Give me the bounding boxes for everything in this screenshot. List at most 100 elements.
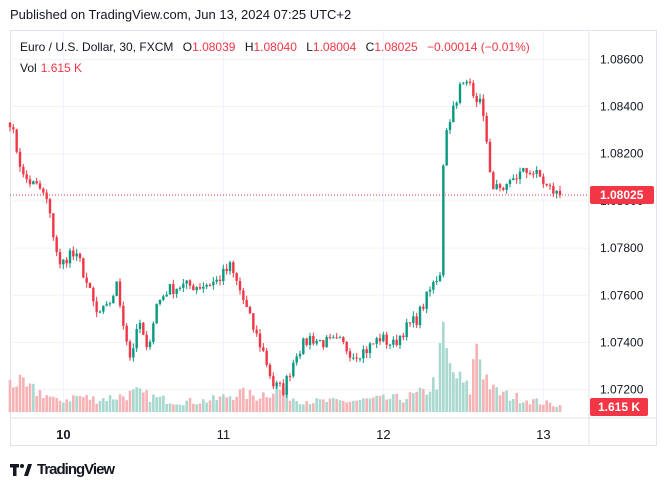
volume-bar [352,400,355,412]
price-tick-label: 1.08200 [600,147,644,161]
volume-bar [455,378,458,412]
candle-body [275,382,278,387]
candle-body [195,287,198,291]
volume-bar [22,377,25,412]
volume-bar [488,389,492,412]
volume-bar [535,398,538,412]
volume-bar [142,392,145,412]
volume-bar [175,404,178,412]
published-header: Published on TradingView.com, Jun 13, 20… [10,7,352,22]
volume-bar [308,404,312,412]
volume-bar [192,403,195,412]
volume-bar [322,399,325,412]
volume-bar [145,390,148,412]
candle-body [522,168,525,172]
volume-bar [98,400,102,412]
volume-bar [118,394,122,412]
volume-bar [42,398,45,412]
volume-bar [222,394,225,412]
volume-bar [518,403,522,412]
close-label: C [365,40,375,54]
candle-body [72,250,75,257]
volume-bar [48,396,52,412]
candle-body [338,337,342,339]
candle-body [158,299,162,304]
time-tick-label: 13 [536,427,550,442]
volume-bar [112,399,115,412]
volume-bar [408,392,412,412]
volume-bar [498,395,502,412]
ohlc-legend: Euro / U.S. Dollar, 30, FXCM O1.08039 H1… [20,40,530,54]
candle-body [538,169,542,177]
candle-body [482,98,485,117]
candle-body [542,176,545,184]
candle-body [35,181,38,184]
volume-bar [258,398,262,412]
volume-bar [272,393,275,412]
volume-bar [188,397,192,412]
volume-bar [452,372,455,412]
volume-bar [212,395,215,412]
volume-bar [355,400,358,412]
candle-body [172,284,175,294]
candle-body [175,288,178,294]
candle-body [382,334,385,342]
volume-bar [228,396,232,412]
candle-body [458,84,462,103]
candle-body [8,122,12,128]
open-value: 1.08039 [192,40,236,54]
low-value: 1.08004 [312,40,357,54]
candle-body [78,253,82,259]
volume-bar [532,399,535,412]
price-tick-label: 1.08600 [600,52,644,66]
candle-body [325,337,328,348]
candle-body [465,81,468,84]
volume-bar [35,395,38,412]
candle-body [122,305,125,326]
volume-bar [68,401,72,412]
volume-bar [165,404,168,412]
volume-bar [392,394,395,412]
volume-bar [378,395,382,412]
candle-body [255,329,258,334]
volume-bar [235,396,238,412]
candle-body [62,259,65,265]
candle-body [152,323,155,342]
volume-bar [238,389,242,412]
candle-body [388,344,392,346]
candle-body [15,129,18,152]
volume-legend: Vol 1.615 K [20,61,82,75]
candle-body [75,253,78,257]
candle-body [428,289,432,292]
volume-bar [292,398,295,412]
volume-bar [335,399,338,412]
open-label: O [182,40,193,54]
volume-bar [115,399,118,412]
volume-bar [88,399,92,412]
candle-body [178,287,182,289]
candle-body [125,325,128,342]
volume-bar [298,404,302,412]
candle-body [218,279,222,282]
candle-body [58,252,62,265]
candle-body [25,174,28,180]
volume-bar [372,397,375,412]
volume-bar [348,401,352,412]
footer-brand: TradingView [37,461,115,478]
candle-body [402,335,405,338]
volume-bar [38,390,42,412]
candle-body [95,301,98,313]
candle-body [512,178,515,181]
volume-bar [108,395,112,412]
volume-bar [215,400,218,412]
volume-label: Vol [20,61,37,75]
volume-bar [462,382,465,412]
volume-bar [75,395,78,412]
volume-bar [62,402,65,412]
volume-bar [435,389,438,412]
volume-bar [205,402,208,412]
price-tick-label: 1.07400 [600,335,644,349]
candle-body [248,306,252,314]
volume-bar [102,398,105,412]
